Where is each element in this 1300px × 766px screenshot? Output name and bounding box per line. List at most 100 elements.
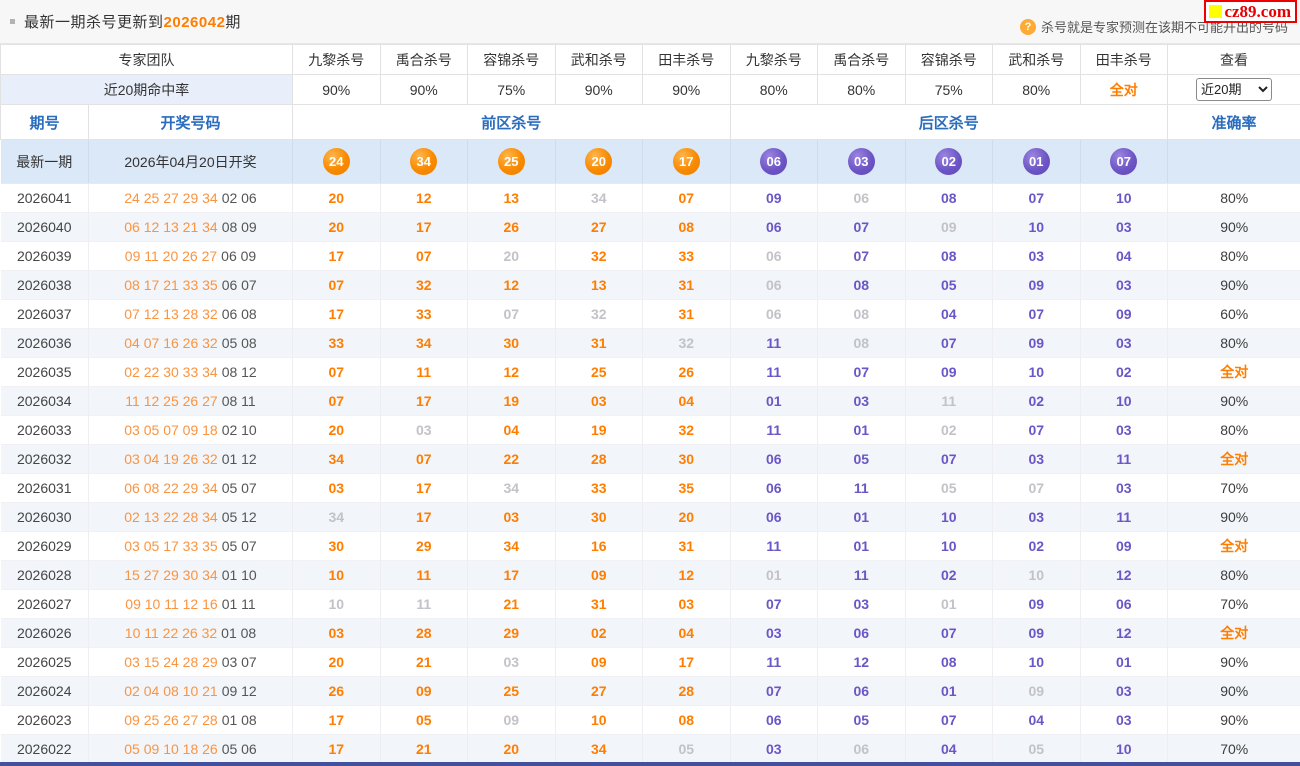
back-kill-number: 06 (730, 502, 818, 532)
back-kill-number: 04 (1080, 241, 1168, 271)
back-kill-number: 07 (905, 444, 993, 474)
front-kill-number: 12 (467, 270, 556, 300)
front-kill-number: 03 (292, 618, 381, 648)
front-kill-number: 17 (467, 560, 556, 590)
front-kill-number: 02 (555, 618, 643, 648)
accuracy-value: 80% (1167, 328, 1300, 358)
history-row: 2026039 09 11 20 26 27 06 09 17 07 20 32 33 06 07… (0, 241, 1300, 271)
back-kill-ball-cell: 02 (905, 139, 993, 184)
back-kill-number: 09 (992, 328, 1081, 358)
history-row: 2026024 02 04 08 10 21 09 12 26 09 25 27 28 07 06… (0, 676, 1300, 706)
front-kill-number: 03 (467, 502, 556, 532)
front-kill-number: 03 (380, 415, 468, 445)
history-row: 2026031 06 08 22 29 34 05 07 03 17 34 33 35 06 11… (0, 473, 1300, 503)
back-kill-ball-cell: 06 (730, 139, 818, 184)
front-kill-number: 17 (292, 705, 381, 735)
draw-numbers: 03 04 19 26 32 01 12 (88, 444, 293, 474)
back-kill-ball: 07 (1110, 148, 1138, 175)
front-kill-number: 10 (555, 705, 643, 735)
help-icon[interactable]: ? (1019, 18, 1036, 35)
draw-date: 2026年04月20日开奖 (88, 139, 293, 184)
hit-rate-row: 近20期命中率 90% 90% 75% 90% 90% 80% 80% 75% 80% 全对 近2… (0, 74, 1300, 105)
back-kill-number: 11 (1080, 502, 1168, 532)
front-draw-numbers: 24 25 27 29 34 (124, 190, 218, 206)
front-kill-number: 07 (380, 241, 468, 271)
back-kill-number: 09 (1080, 299, 1168, 329)
front-draw-numbers: 03 15 24 28 29 (124, 654, 218, 670)
back-kill-ball: 03 (847, 148, 875, 175)
front-kill-number: 28 (555, 444, 643, 474)
back-kill-number: 06 (730, 241, 818, 271)
latest-issue-label: 最新一期 (0, 139, 89, 184)
back-kill-number: 03 (992, 444, 1081, 474)
front-kill-number: 32 (555, 241, 643, 271)
front-kill-ball-cell: 17 (642, 139, 731, 184)
front-kill-number: 17 (292, 299, 381, 329)
expert-column-header: 武和杀号 (554, 44, 643, 75)
help-hint: ? 杀号就是专家预测在该期不可能开出的号码 (1019, 17, 1288, 36)
back-kill-number: 07 (992, 415, 1081, 445)
accuracy-value: 70% (1167, 589, 1300, 619)
back-kill-number: 01 (730, 560, 818, 590)
back-kill-number: 02 (992, 386, 1081, 416)
front-kill-number: 07 (292, 386, 381, 416)
draw-numbers: 09 10 11 12 16 01 11 (88, 589, 293, 619)
front-kill-number: 25 (555, 357, 643, 387)
back-kill-number: 11 (730, 357, 818, 387)
back-kill-number: 06 (817, 676, 906, 706)
expert-column-header: 禹合杀号 (817, 44, 906, 75)
back-kill-number: 07 (905, 705, 993, 735)
back-kill-number: 11 (730, 647, 818, 677)
back-kill-number: 11 (817, 473, 906, 503)
help-text: 杀号就是专家预测在该期不可能开出的号码 (1040, 20, 1288, 35)
front-kill-number: 20 (292, 183, 381, 213)
history-row: 2026026 10 11 22 26 32 01 08 03 28 29 02 04 03 06… (0, 618, 1300, 648)
back-kill-number: 11 (730, 328, 818, 358)
draw-numbers: 24 25 27 29 34 02 06 (88, 183, 293, 213)
back-draw-numbers: 05 06 (221, 741, 257, 757)
back-kill-number: 09 (730, 183, 818, 213)
issue-number: 2026025 (0, 647, 89, 677)
issue-number: 2026023 (0, 705, 89, 735)
hit-rate-value: 80% (992, 74, 1081, 105)
accuracy-value: 80% (1167, 560, 1300, 590)
site-logo[interactable]: cz89.com (1204, 0, 1297, 23)
back-kill-ball-cell: 03 (817, 139, 906, 184)
front-kill-number: 22 (467, 444, 556, 474)
accuracy-empty (1167, 139, 1300, 184)
draw-numbers: 08 17 21 33 35 06 07 (88, 270, 293, 300)
accuracy-value: 80% (1167, 415, 1300, 445)
back-kill-number: 06 (730, 705, 818, 735)
front-kill-number: 09 (555, 560, 643, 590)
front-kill-ball: 17 (672, 148, 700, 175)
back-kill-number: 05 (992, 734, 1081, 764)
expert-column-header: 田丰杀号 (642, 44, 731, 75)
history-row: 2026040 06 12 13 21 34 08 09 20 17 26 27 08 06 07… (0, 212, 1300, 242)
front-kill-number: 08 (642, 705, 731, 735)
front-kill-number: 34 (555, 183, 643, 213)
draw-numbers: 02 22 30 33 34 08 12 (88, 357, 293, 387)
period-select[interactable]: 近20期 (1196, 78, 1272, 101)
issue-number: 2026026 (0, 618, 89, 648)
back-kill-number: 12 (1080, 560, 1168, 590)
front-kill-number: 25 (467, 676, 556, 706)
front-draw-numbers: 08 17 21 33 35 (124, 277, 218, 293)
back-kill-ball: 01 (1022, 148, 1050, 175)
front-kill-number: 26 (292, 676, 381, 706)
team-header: 专家团队 (0, 44, 293, 75)
back-kill-number: 01 (730, 386, 818, 416)
back-draw-numbers: 05 07 (221, 538, 257, 554)
draw-numbers: 03 05 07 09 18 02 10 (88, 415, 293, 445)
back-kill-number: 04 (905, 299, 993, 329)
issue-number: 2026040 (0, 212, 89, 242)
expert-column-header: 田丰杀号 (1079, 44, 1168, 75)
front-kill-number: 11 (380, 357, 468, 387)
latest-issue-number: 2026042 (163, 14, 226, 31)
issue-number: 2026022 (0, 734, 89, 764)
front-kill-number: 04 (642, 618, 731, 648)
issue-number: 2026035 (0, 357, 89, 387)
hit-rate-value: 90% (292, 74, 381, 105)
logo-text: cz89.com (1224, 2, 1291, 21)
front-kill-number: 19 (555, 415, 643, 445)
front-kill-number: 26 (467, 212, 556, 242)
